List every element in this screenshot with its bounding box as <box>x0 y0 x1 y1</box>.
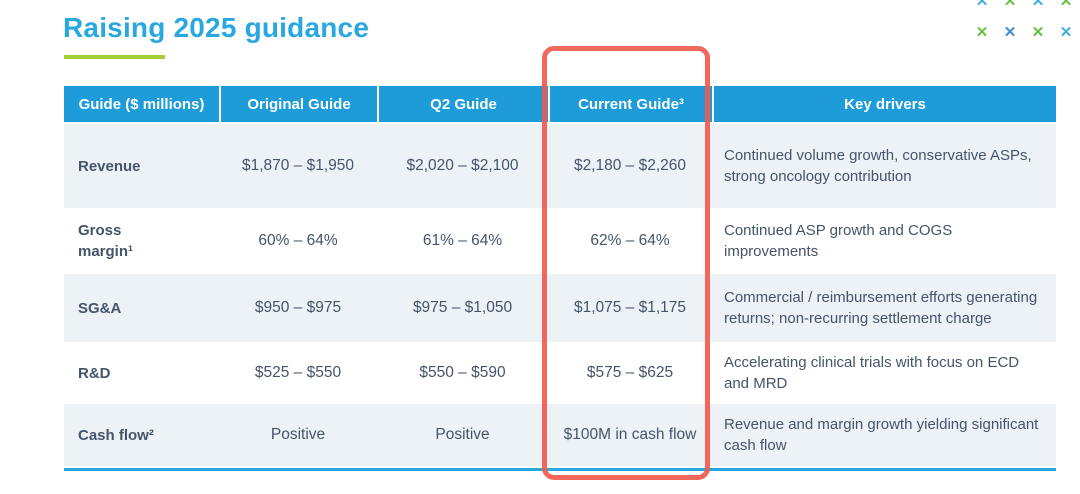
row-label: Gross margin¹ <box>64 210 219 272</box>
column-header-original-guide: Original Guide <box>219 86 377 122</box>
x-mark-icon: ✕ <box>1031 0 1045 10</box>
table-row-sga: SG&A $950 – $975 $975 – $1,050 $1,075 – … <box>64 274 1056 342</box>
q2-guide-value: $975 – $1,050 <box>377 274 548 342</box>
x-mark-icon: ✕ <box>1059 24 1073 41</box>
key-drivers-text: Continued ASP growth and COGS improvemen… <box>712 210 1056 272</box>
x-marks-row: ✕ ✕ ✕ ✕ <box>968 0 1080 24</box>
table-row-cash-flow: Cash flow² Positive Positive $100M in ca… <box>64 404 1056 466</box>
current-guide-value: $2,180 – $2,260 <box>548 124 712 208</box>
column-header-current-guide: Current Guide³ <box>548 86 712 122</box>
original-guide-value: 60% – 64% <box>219 210 377 272</box>
column-header-key-drivers: Key drivers <box>712 86 1056 122</box>
original-guide-value: Positive <box>219 404 377 466</box>
title-underline <box>64 55 165 59</box>
key-drivers-text: Accelerating clinical trials with focus … <box>712 344 1056 402</box>
x-mark-icon: ✕ <box>975 0 989 10</box>
x-marks-decoration: ✕ ✕ ✕ ✕ ✕ ✕ ✕ ✕ <box>968 0 1080 55</box>
table-row-revenue: Revenue $1,870 – $1,950 $2,020 – $2,100 … <box>64 124 1056 208</box>
q2-guide-value: $2,020 – $2,100 <box>377 124 548 208</box>
table-row-gross-margin: Gross margin¹ 60% – 64% 61% – 64% 62% – … <box>64 210 1056 272</box>
column-header-guide: Guide ($ millions) <box>64 86 219 122</box>
guidance-table: Guide ($ millions) Original Guide Q2 Gui… <box>64 84 1056 471</box>
x-mark-icon: ✕ <box>1003 0 1017 10</box>
x-mark-icon: ✕ <box>1031 24 1045 41</box>
current-guide-value: $1,075 – $1,175 <box>548 274 712 342</box>
page-title: Raising 2025 guidance <box>63 12 370 43</box>
x-mark-icon: ✕ <box>975 24 989 41</box>
key-drivers-text: Continued volume growth, conservative AS… <box>712 124 1056 208</box>
row-label: SG&A <box>64 274 219 342</box>
key-drivers-text: Commercial / reimbursement efforts gener… <box>712 274 1056 342</box>
column-header-q2-guide: Q2 Guide <box>377 86 548 122</box>
x-mark-icon: ✕ <box>1059 0 1073 10</box>
q2-guide-value: $550 – $590 <box>377 344 548 402</box>
row-label: Cash flow² <box>64 404 219 466</box>
current-guide-value: 62% – 64% <box>548 210 712 272</box>
table-header-row: Guide ($ millions) Original Guide Q2 Gui… <box>64 86 1056 122</box>
row-label: R&D <box>64 344 219 402</box>
row-label: Revenue <box>64 124 219 208</box>
x-mark-icon: ✕ <box>1003 24 1017 41</box>
original-guide-value: $1,870 – $1,950 <box>219 124 377 208</box>
current-guide-value: $100M in cash flow <box>548 404 712 466</box>
original-guide-value: $950 – $975 <box>219 274 377 342</box>
key-drivers-text: Revenue and margin growth yielding signi… <box>712 404 1056 466</box>
current-guide-value: $575 – $625 <box>548 344 712 402</box>
table-row-rd: R&D $525 – $550 $550 – $590 $575 – $625 … <box>64 344 1056 402</box>
q2-guide-value: 61% – 64% <box>377 210 548 272</box>
original-guide-value: $525 – $550 <box>219 344 377 402</box>
x-marks-row: ✕ ✕ ✕ ✕ <box>968 24 1080 55</box>
q2-guide-value: Positive <box>377 404 548 466</box>
